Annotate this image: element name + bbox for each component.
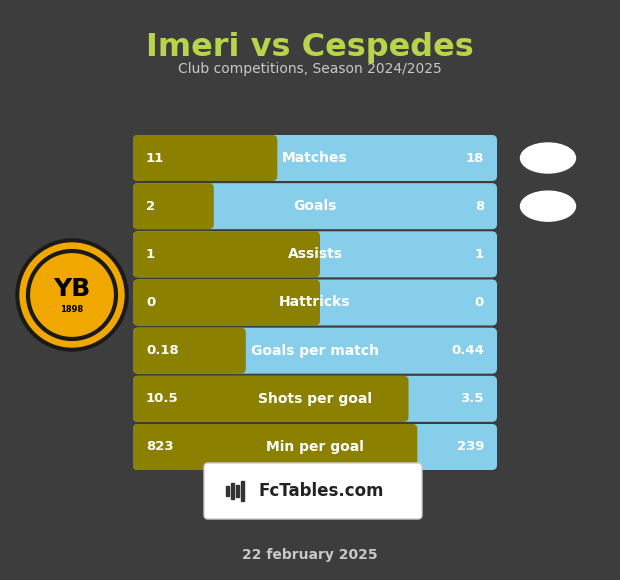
FancyBboxPatch shape — [133, 231, 320, 277]
Text: Shots per goal: Shots per goal — [258, 392, 372, 406]
Text: 8: 8 — [475, 200, 484, 213]
FancyBboxPatch shape — [133, 424, 417, 470]
FancyBboxPatch shape — [133, 328, 497, 374]
FancyBboxPatch shape — [133, 376, 409, 422]
Text: Matches: Matches — [282, 151, 348, 165]
Text: 0: 0 — [146, 296, 155, 309]
Text: 2: 2 — [146, 200, 155, 213]
Text: 0: 0 — [475, 296, 484, 309]
FancyBboxPatch shape — [133, 183, 214, 229]
Text: 3.5: 3.5 — [461, 392, 484, 405]
FancyBboxPatch shape — [133, 328, 246, 374]
Bar — [231, 483, 234, 499]
Text: 18: 18 — [466, 151, 484, 165]
FancyBboxPatch shape — [133, 280, 320, 325]
FancyBboxPatch shape — [204, 463, 422, 519]
Text: 0.44: 0.44 — [451, 344, 484, 357]
Ellipse shape — [521, 191, 575, 221]
Text: 11: 11 — [146, 151, 164, 165]
Circle shape — [16, 239, 128, 351]
Text: Assists: Assists — [288, 247, 342, 262]
FancyBboxPatch shape — [133, 231, 497, 277]
FancyBboxPatch shape — [133, 424, 497, 470]
Text: Club competitions, Season 2024/2025: Club competitions, Season 2024/2025 — [178, 62, 442, 76]
FancyBboxPatch shape — [133, 135, 497, 181]
Text: 1898: 1898 — [60, 306, 84, 314]
Text: 1: 1 — [146, 248, 155, 261]
Text: Hattricks: Hattricks — [279, 295, 351, 310]
Text: 0.18: 0.18 — [146, 344, 179, 357]
Text: Min per goal: Min per goal — [266, 440, 364, 454]
Circle shape — [20, 243, 124, 347]
FancyBboxPatch shape — [133, 135, 277, 181]
Text: 823: 823 — [146, 440, 174, 454]
Text: 10.5: 10.5 — [146, 392, 179, 405]
Bar — [236, 485, 239, 497]
Bar — [226, 486, 229, 496]
Text: FcTables.com: FcTables.com — [259, 482, 384, 500]
Text: Goals per match: Goals per match — [251, 344, 379, 358]
FancyBboxPatch shape — [133, 376, 497, 422]
Text: 22 february 2025: 22 february 2025 — [242, 548, 378, 562]
Text: 239: 239 — [456, 440, 484, 454]
Ellipse shape — [521, 143, 575, 173]
Text: 1: 1 — [475, 248, 484, 261]
Bar — [241, 481, 244, 501]
Text: Imeri vs Cespedes: Imeri vs Cespedes — [146, 32, 474, 63]
FancyBboxPatch shape — [133, 280, 497, 325]
Text: Goals: Goals — [293, 199, 337, 213]
Text: YB: YB — [53, 277, 91, 301]
FancyBboxPatch shape — [133, 183, 497, 229]
